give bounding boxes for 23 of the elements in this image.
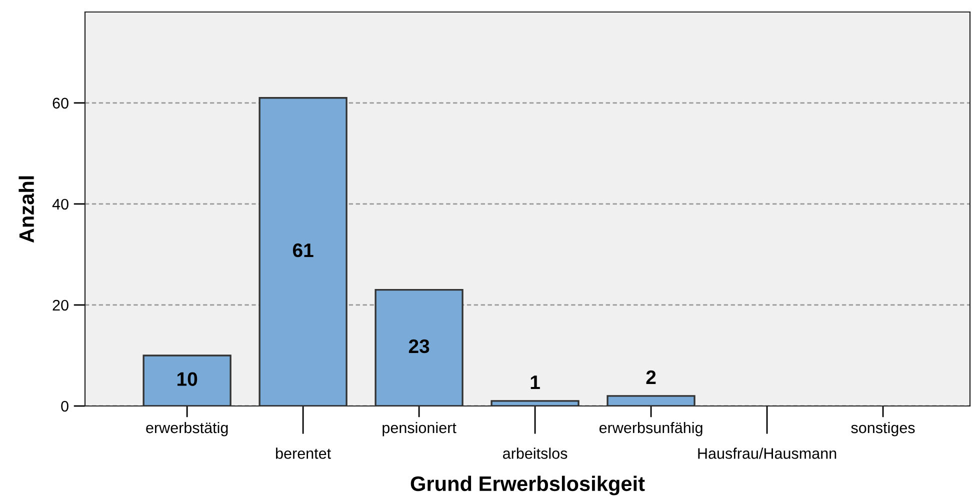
- x-tick-label: berentet: [276, 448, 331, 459]
- x-tick-label: erwerbsunfähig: [599, 422, 702, 436]
- bar: [490, 400, 580, 406]
- x-axis-title: Grund Erwerbslosikgeit: [410, 476, 645, 496]
- bar: [142, 354, 232, 406]
- bar: [606, 395, 696, 406]
- bar: [258, 97, 348, 406]
- x-tick-label: sonstiges: [851, 422, 915, 436]
- data-label: 1: [530, 376, 540, 390]
- y-tick-label: 0: [61, 400, 68, 412]
- y-tick-label: 60: [52, 98, 68, 109]
- y-axis-title: Anzahl: [18, 176, 34, 243]
- data-label: 23: [408, 339, 430, 354]
- data-label: 10: [177, 372, 198, 386]
- y-tick-label: 20: [52, 300, 68, 311]
- y-tick-label: 40: [52, 198, 68, 210]
- data-label: 61: [292, 243, 314, 258]
- data-label: 2: [646, 370, 656, 384]
- x-tick-label: arbeitslos: [503, 448, 568, 459]
- bar: [374, 288, 464, 406]
- x-tick-label: Hausfrau/Hausmann: [698, 448, 836, 459]
- x-tick-label: pensioniert: [382, 422, 456, 436]
- x-tick-label: erwerbstätig: [146, 422, 228, 436]
